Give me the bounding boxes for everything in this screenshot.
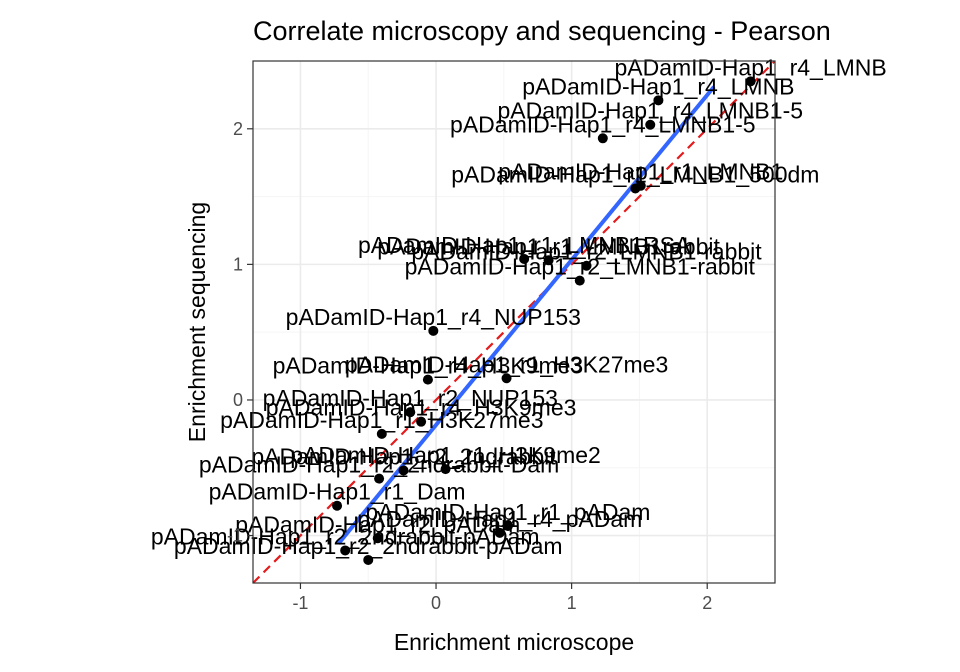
point-label: pADamID-Hap1_r2_LMNB1-rabbit [411,239,762,265]
data-point [653,95,664,106]
data-point [543,255,554,266]
chart-title: Correlate microscopy and sequencing - Pe… [253,16,831,46]
data-point [398,465,409,476]
point-label: pADamID-Hap1_r1_H3K27me3 [220,407,543,433]
point-label: pADamID-Hap1_r1_LMNB1RSA [358,232,691,258]
x-tick-label: 0 [431,593,441,613]
point-label: pADamID-Hap1_r4_H3K9me3 [273,353,584,379]
point-label: pADamID-Hap1_r1_pADam [365,499,650,525]
point-label: pADamID-Hap1_r1_LMNB1_500dm [451,161,819,187]
data-point [440,464,451,475]
data-point [574,275,585,286]
data-point [332,500,343,511]
data-point [502,521,513,532]
point-label: pADamID-Hap1_r2_LMNB1-rabbit [405,254,756,280]
point-label: pADamID-Hap1_r2_2ndrabbit-pADam [151,523,540,549]
data-point [519,253,530,264]
data-point [372,533,383,544]
data-point [416,416,427,427]
y-tick-label: -1 [227,526,243,546]
axis-ticks: -1 0 1 2 -1 0 1 2 [227,119,712,613]
data-point [597,133,608,144]
y-axis-title: Enrichment sequencing [184,202,210,442]
y-tick-label: 1 [233,254,243,274]
point-label: pADamID-Hap1_r2_NUP153 [263,385,558,411]
data-points [332,76,756,565]
data-point [645,119,656,130]
point-label: pADamID-Hap1_r1_Dam [209,479,466,505]
x-tick-label: 2 [702,593,712,613]
panel-border [252,60,776,584]
point-label: pADamID-Hap1_r1_H3K27me3 [345,351,668,377]
grid-lines [253,61,775,583]
point-label: pADamID-Hap1_r4_NUP153 [286,304,581,330]
point-label: pADamID-Hap1_r1_H3K9me2 [290,442,601,468]
identity-line [253,61,775,583]
point-label: pADamID-Hap1_r4_LMNB1-5 [498,98,804,124]
point-label: pADamID-Hap1_r4_pADam [357,506,642,532]
data-point [376,428,387,439]
data-point [340,545,351,556]
point-label: pADamID-Hap1_r4_LMNB [522,73,794,99]
point-label: pADamID-Hap1_r4_LMNB1-5 [450,111,756,137]
point-label: pADamID-Hap1_r2_2ndrabbit-pADam [174,533,563,559]
data-point [428,325,439,336]
data-point [422,374,433,385]
point-label: pADamID-Hap1_r2_2ndrabbit [251,443,556,469]
x-axis-title: Enrichment microscope [394,629,634,655]
data-point [494,527,505,538]
point-label: pADamID-Hap1_r1_LMNB1 [498,159,783,185]
point-label: pADamID-Hap1_r2_pADam [235,511,520,537]
y-tick-label: 2 [233,119,243,139]
x-tick-label: 1 [567,593,577,613]
data-point [581,260,592,271]
data-point [745,76,756,87]
data-point [635,180,646,191]
data-point [405,407,416,418]
point-label: pADamID-Hap1_r4_H3K9me3 [266,395,577,421]
point-label: pADamID-Hap1_r2_2ndrabbit-Dam [199,452,560,478]
point-label: pADamID-Hap1_r1_LMNB1rabbit [377,233,720,259]
point-labels: pADamID-Hap1_r4_LMNBpADamID-Hap1_r4_LMNB… [151,54,887,559]
data-point [501,373,512,384]
x-tick-label: -1 [292,593,308,613]
data-point [374,473,385,484]
y-tick-label: 0 [233,390,243,410]
point-label: pADamID-Hap1_r4_LMNB [614,54,886,80]
data-point [363,554,374,565]
